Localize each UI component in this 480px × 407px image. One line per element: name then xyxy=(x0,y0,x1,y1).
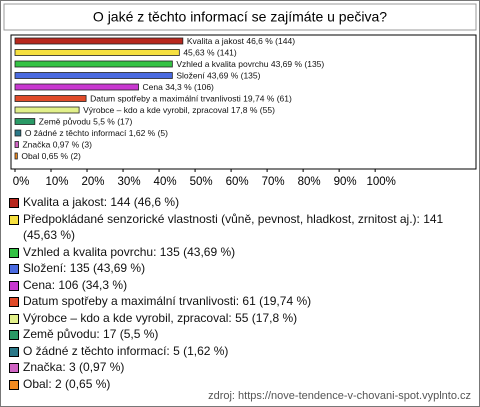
legend-label: Země původu: 17 (5,5 %) xyxy=(23,327,159,341)
data-label: O žádné z těchto informací 1,62 % (5) xyxy=(25,128,168,138)
source: zdroj: https://nove-tendence-v-chovani-s… xyxy=(208,390,471,402)
x-tick-label: 40% xyxy=(154,176,177,188)
data-label: Obal 0,65 % (2) xyxy=(21,151,81,161)
legend-item: O žádné z těchto informací: 5 (1,62 %) xyxy=(9,343,474,360)
x-tick-label: 10% xyxy=(46,176,69,188)
title-box xyxy=(3,3,477,31)
legend-swatch xyxy=(9,198,19,208)
data-label: Složení 43,69 % (135) xyxy=(176,70,260,80)
legend-swatch xyxy=(9,280,19,291)
x-tick-label: 60% xyxy=(226,176,249,188)
data-label: 45,63 % (141) xyxy=(183,47,237,57)
data-label: Výrobce – kdo a kde vyrobil, zpracoval 1… xyxy=(83,105,275,115)
legend-swatch xyxy=(9,214,19,225)
x-tick-label: 0% xyxy=(13,176,30,188)
bar xyxy=(14,95,87,102)
legend-swatch xyxy=(9,297,19,307)
bar xyxy=(14,49,180,56)
data-label: Značka 0,97 % (3) xyxy=(22,139,92,149)
legend-item: Výrobce – kdo a kde vyrobil, zpracoval: … xyxy=(9,310,474,327)
plot-frame xyxy=(10,34,477,170)
legend-swatch xyxy=(9,346,19,357)
x-tick-label: 70% xyxy=(262,176,285,188)
legend-swatch xyxy=(9,264,19,274)
bar xyxy=(14,83,139,91)
legend-label: Vzhled a kvalita povrchu: 135 (43,69 %) xyxy=(23,244,236,259)
legend-label: Složení: 135 (43,69 %) xyxy=(23,261,146,275)
x-tick-label: 100% xyxy=(366,176,395,188)
x-tick-label: 90% xyxy=(334,176,357,188)
bar xyxy=(14,106,80,114)
x-tick-label: 30% xyxy=(118,176,141,188)
legend-item: Kvalita a jakost: 144 (46,6 %) xyxy=(9,194,474,211)
data-label: Země původu 5,5 % (17) xyxy=(39,116,133,126)
bar xyxy=(14,60,173,68)
legend-item: Vzhled a kvalita povrchu: 135 (43,69 %) xyxy=(9,244,474,261)
legend-swatch xyxy=(9,247,19,258)
x-tick-label: 80% xyxy=(298,176,321,188)
plot: O jaké z těchto informací se zajímáte u … xyxy=(3,3,477,188)
legend-label: Značka: 3 (0,97 %) xyxy=(23,360,125,374)
data-label: Cena 34,3 % (106) xyxy=(143,82,215,92)
bar xyxy=(14,118,36,125)
legend-label: Předpokládané senzorické vlastnosti (vůn… xyxy=(23,211,444,243)
legend-swatch xyxy=(9,313,19,324)
bar xyxy=(14,129,22,137)
legend-item: Složení: 135 (43,69 %) xyxy=(9,260,474,277)
bar xyxy=(14,37,184,45)
bar xyxy=(14,152,18,160)
legend-item: Země původu: 17 (5,5 %) xyxy=(9,326,474,343)
x-tick-label: 20% xyxy=(82,176,105,188)
legend-label: Výrobce – kdo a kde vyrobil, zpracoval: … xyxy=(23,310,298,325)
legend-swatch xyxy=(9,379,19,390)
legend-item: Předpokládané senzorické vlastnosti (vůn… xyxy=(9,211,474,244)
chart-title: O jaké z těchto informací se zajímáte u … xyxy=(93,9,387,25)
legend: Kvalita a jakost: 144 (46,6 %) Předpoklád… xyxy=(9,194,474,392)
data-label: Datum spotřeby a maximální trvanlivosti … xyxy=(90,93,292,103)
legend-label: Obal: 2 (0,65 %) xyxy=(23,376,111,391)
data-label: Vzhled a kvalita povrchu 43,69 % (135) xyxy=(176,59,324,69)
legend-item: Cena: 106 (34,3 %) xyxy=(9,277,474,294)
legend-item: Datum spotřeby a maximální trvanlivosti:… xyxy=(9,293,474,310)
legend-item: Značka: 3 (0,97 %) xyxy=(9,359,474,376)
bar xyxy=(14,141,19,148)
legend-item: Obal: 2 (0,65 %) xyxy=(9,376,474,393)
legend-swatch xyxy=(9,363,19,373)
legend-label: Kvalita a jakost: 144 (46,6 %) xyxy=(23,195,180,209)
legend-label: Datum spotřeby a maximální trvanlivosti:… xyxy=(23,294,312,308)
x-tick-label: 50% xyxy=(190,176,213,188)
legend-label: O žádné z těchto informací: 5 (1,62 %) xyxy=(23,343,229,358)
legend-label: Cena: 106 (34,3 %) xyxy=(23,277,128,292)
bar xyxy=(14,72,173,79)
data-label: Kvalita a jakost 46,6 % (144) xyxy=(187,36,295,46)
legend-swatch xyxy=(9,330,19,340)
